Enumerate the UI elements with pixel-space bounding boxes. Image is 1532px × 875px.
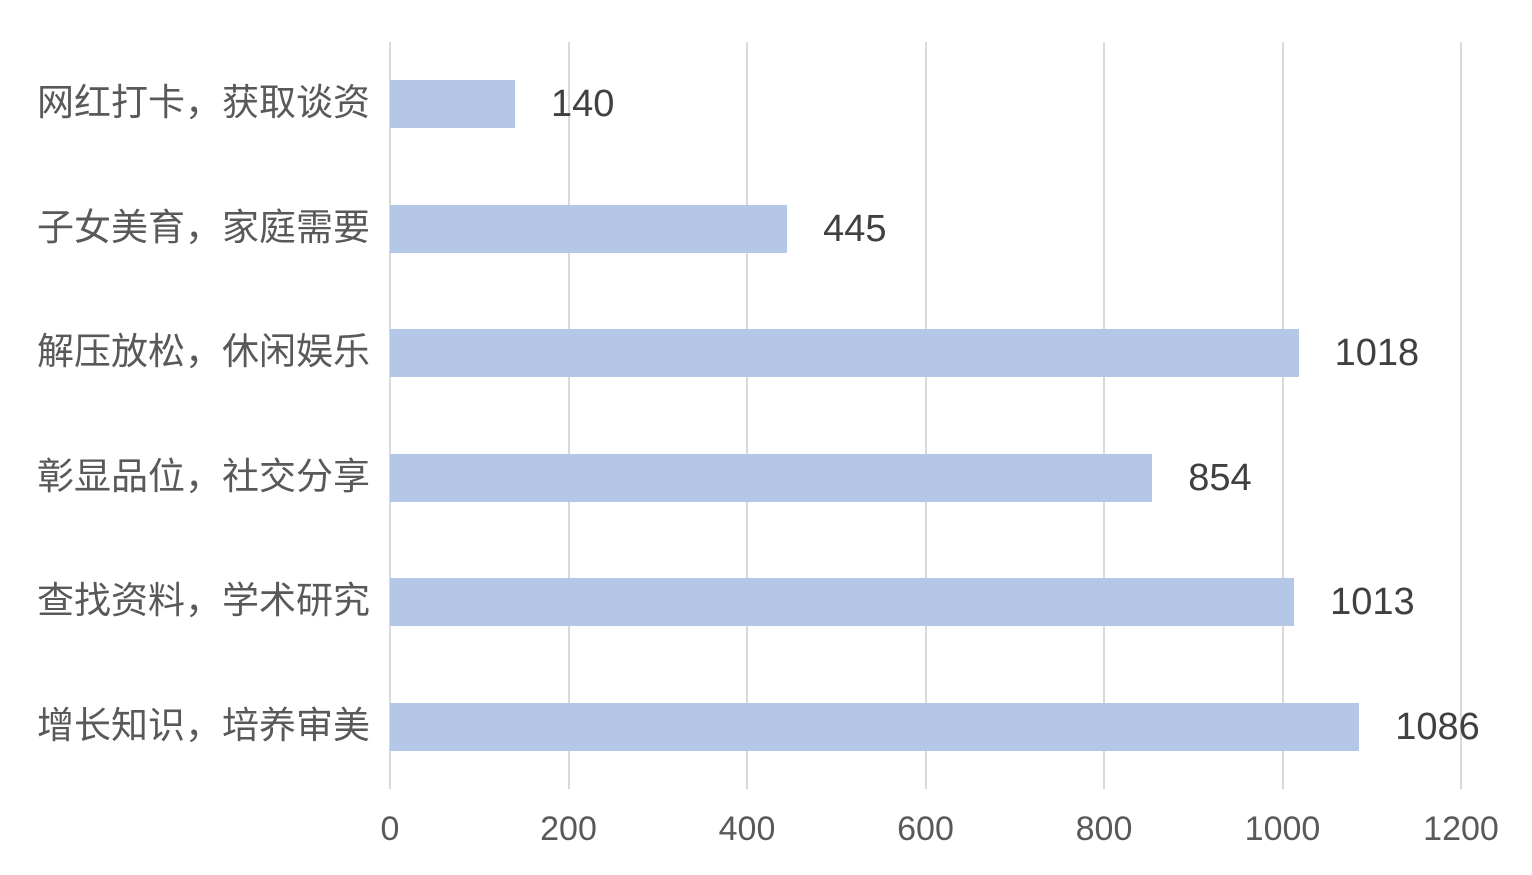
category-label: 网红打卡，获取谈资 xyxy=(37,82,370,124)
vertical-gridline xyxy=(1103,42,1105,789)
vertical-gridline xyxy=(1281,42,1284,789)
bar xyxy=(390,329,1299,378)
x-axis-tick-label: 600 xyxy=(897,810,954,848)
bar xyxy=(390,578,1295,627)
x-axis-tick-label: 800 xyxy=(1075,810,1133,848)
x-axis-tick-label: 200 xyxy=(540,810,597,848)
vertical-gridline xyxy=(924,42,927,789)
bar-value-label: 1018 xyxy=(1334,332,1420,375)
bar-value-label: 140 xyxy=(550,83,615,126)
bar xyxy=(390,204,788,253)
x-axis-tick-label: 1200 xyxy=(1423,810,1499,848)
bar-value-label: 445 xyxy=(823,207,887,250)
bar-value-label: 1013 xyxy=(1330,581,1415,624)
category-label: 解压放松，休闲娱乐 xyxy=(37,331,370,373)
vertical-gridline xyxy=(1460,42,1462,789)
bar xyxy=(390,80,515,129)
bar-value-label: 1086 xyxy=(1395,705,1480,748)
x-axis-tick-label: 1000 xyxy=(1244,810,1321,848)
vertical-gridline xyxy=(567,42,570,789)
x-axis-tick-label: 400 xyxy=(718,810,776,848)
category-label: 子女美育，家庭需要 xyxy=(37,206,370,248)
bar xyxy=(390,702,1360,751)
category-label: 查找资料，学术研究 xyxy=(37,580,370,622)
vertical-gridline xyxy=(389,42,391,789)
category-label: 增长知识，培养审美 xyxy=(37,704,370,746)
category-label: 彰显品位，社交分享 xyxy=(37,455,370,497)
bar xyxy=(390,453,1153,502)
x-axis-tick-label: 0 xyxy=(380,810,400,848)
bar-value-label: 854 xyxy=(1188,456,1252,499)
vertical-gridline xyxy=(746,42,748,789)
